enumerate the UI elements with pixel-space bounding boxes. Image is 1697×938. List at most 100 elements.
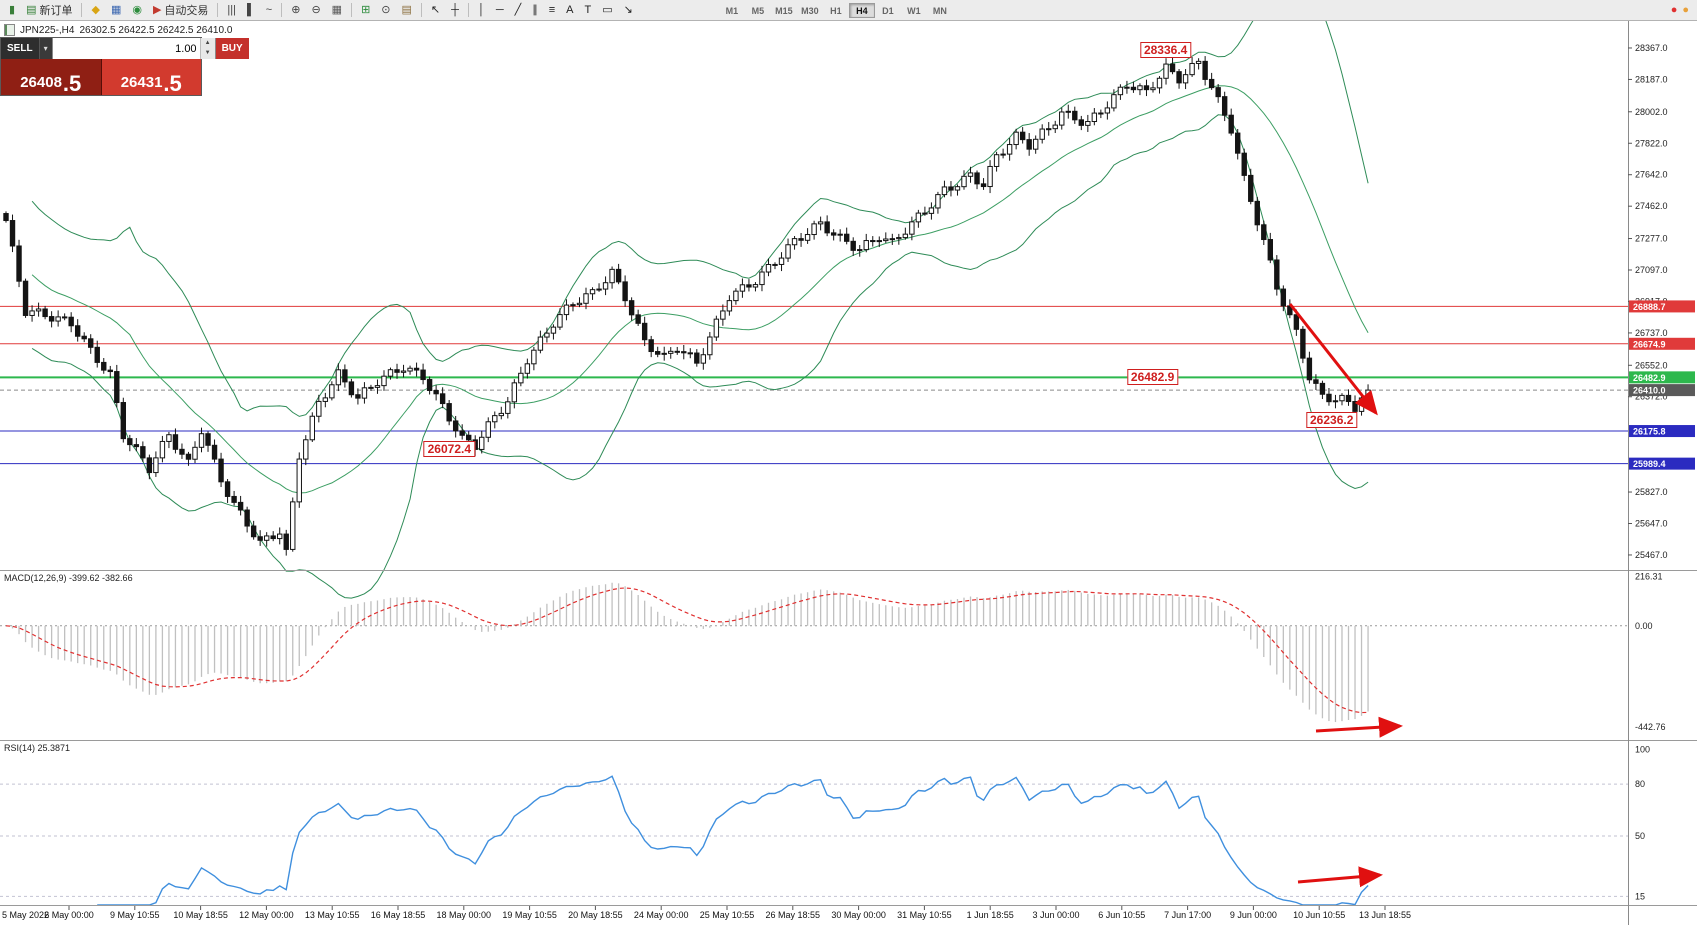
svg-text:28367.0: 28367.0 (1635, 43, 1668, 53)
svg-text:26737.0: 26737.0 (1635, 328, 1668, 338)
svg-text:26 May 18:55: 26 May 18:55 (766, 910, 821, 920)
symbol-ohlc-values: 26302.5 26422.5 26242.5 26410.0 (79, 24, 233, 36)
vertical-line-icon: │ (477, 3, 485, 16)
trendline-icon: ╱ (514, 3, 522, 16)
periods-icon[interactable]: ⊙ (376, 2, 395, 18)
svg-text:20 May 18:55: 20 May 18:55 (568, 910, 623, 920)
sell-dropdown-icon[interactable]: ▾ (38, 38, 52, 59)
price-label-annotation[interactable]: 28336.4 (1139, 41, 1192, 58)
shapes-icon[interactable]: ▭ (597, 2, 617, 18)
price-label-annotation[interactable]: 26236.2 (1306, 412, 1358, 429)
timeframe-toolbar: M1 M5 M15 M30 H1 H4 D1 W1 MN (719, 2, 953, 18)
tf-w1[interactable]: W1 (901, 3, 927, 18)
horizontal-line-icon[interactable]: ─ (491, 2, 509, 18)
candlestick-chart-icon[interactable]: ▌ (242, 2, 260, 18)
templates-icon: ▤ (401, 3, 412, 16)
market-watch-icon[interactable]: ▦ (106, 2, 126, 18)
svg-text:10 Jun 10:55: 10 Jun 10:55 (1293, 910, 1345, 920)
line-chart-icon: ~ (265, 3, 273, 16)
svg-text:27097.0: 27097.0 (1635, 265, 1668, 275)
price-label-annotation[interactable]: 26072.4 (423, 441, 476, 458)
chart-window-icon[interactable]: ▮ (4, 2, 20, 18)
volume-box: ▲ ▼ (51, 38, 216, 59)
svg-text:26175.8: 26175.8 (1633, 427, 1666, 437)
tf-m5[interactable]: M5 (745, 3, 771, 18)
volume-up-icon[interactable]: ▲ (200, 38, 215, 49)
svg-text:100: 100 (1635, 745, 1650, 755)
templates-icon[interactable]: ▤ (397, 2, 417, 18)
tf-d1[interactable]: D1 (875, 3, 901, 18)
svg-text:16 May 18:55: 16 May 18:55 (371, 910, 426, 920)
sell-button[interactable]: SELL (1, 38, 39, 59)
price-label-annotation[interactable]: 26482.9 (1126, 369, 1179, 386)
sell-price-button[interactable]: 26408 .5 (1, 59, 102, 95)
svg-text:26888.7: 26888.7 (1633, 302, 1666, 312)
svg-text:27642.0: 27642.0 (1635, 170, 1668, 180)
svg-text:-442.76: -442.76 (1635, 722, 1666, 732)
candlestick-mini-icon (4, 24, 15, 36)
toolbar-separator (281, 3, 283, 17)
svg-text:26552.0: 26552.0 (1635, 360, 1668, 370)
svg-text:13 May 10:55: 13 May 10:55 (305, 910, 360, 920)
crosshair-icon: ┼ (451, 3, 459, 16)
one-click-trading-panel: SELL ▾ ▲ ▼ BUY 26408 .5 26431 .5 (0, 37, 249, 96)
buy-button[interactable]: BUY (215, 38, 249, 59)
line-chart-icon[interactable]: ~ (261, 2, 277, 18)
text-icon[interactable]: A (561, 2, 578, 18)
new-order-icon: ▤ (26, 3, 37, 16)
autotrading-button[interactable]: ▶ 自动交易 (148, 2, 213, 18)
svg-text:50: 50 (1635, 831, 1645, 841)
volume-input[interactable] (52, 38, 200, 59)
bar-chart-icon[interactable]: ||| (222, 2, 241, 18)
svg-text:80: 80 (1635, 779, 1645, 789)
buy-price-frac: .5 (163, 71, 182, 96)
tf-m15[interactable]: M15 (771, 3, 797, 18)
zoom-out-icon: ⊖ (311, 3, 321, 16)
buy-price-button[interactable]: 26431 .5 (101, 59, 201, 96)
status-red-icon[interactable]: ● (1670, 3, 1678, 16)
tf-m1[interactable]: M1 (719, 3, 745, 18)
svg-text:13 Jun 18:55: 13 Jun 18:55 (1359, 910, 1411, 920)
fibonacci-icon[interactable]: ≡ (544, 2, 560, 18)
channel-icon[interactable]: ∥ (527, 2, 543, 18)
arrow-tool-icon[interactable]: ↘ (619, 2, 638, 18)
svg-text:10 May 18:55: 10 May 18:55 (173, 910, 228, 920)
new-order-button[interactable]: ▤ 新订单 (21, 2, 77, 18)
vertical-line-icon[interactable]: │ (473, 2, 490, 18)
label-icon: T (584, 3, 592, 16)
label-icon[interactable]: T (580, 2, 597, 18)
tile-windows-icon: ▦ (331, 3, 343, 16)
svg-text:6 May 00:00: 6 May 00:00 (44, 910, 94, 920)
svg-text:9 May 10:55: 9 May 10:55 (110, 910, 160, 920)
tf-h4[interactable]: H4 (848, 2, 875, 18)
market-watch-icon: ▦ (110, 3, 122, 16)
zoom-in-icon: ⊕ (291, 3, 301, 16)
status-orange-icon[interactable]: ● (1682, 3, 1689, 16)
tf-mn[interactable]: MN (927, 3, 953, 18)
tile-windows-icon[interactable]: ▦ (327, 2, 347, 18)
trade-panel-top-row: SELL ▾ ▲ ▼ BUY (1, 38, 249, 59)
channel-icon: ∥ (532, 3, 538, 16)
trendline-icon[interactable]: ╱ (510, 2, 527, 18)
svg-text:24 May 00:00: 24 May 00:00 (634, 910, 689, 920)
svg-text:25 May 10:55: 25 May 10:55 (700, 910, 755, 920)
data-window-icon: ◉ (132, 3, 142, 16)
zoom-in-icon[interactable]: ⊕ (286, 2, 305, 18)
crosshair-icon[interactable]: ┼ (446, 2, 464, 18)
zoom-out-icon[interactable]: ⊖ (306, 2, 325, 18)
rsi-direction-arrow (1297, 866, 1383, 888)
svg-text:19 May 10:55: 19 May 10:55 (502, 910, 557, 920)
macd-pane (0, 582, 1628, 723)
volume-down-icon[interactable]: ▼ (200, 48, 215, 59)
data-window-icon[interactable]: ◉ (127, 2, 147, 18)
tf-h1[interactable]: H1 (823, 3, 849, 18)
cursor-icon[interactable]: ↖ (426, 2, 445, 18)
indicators-icon[interactable]: ⊞ (356, 2, 375, 18)
horizontal-level-lines (0, 305, 1628, 465)
tf-m30[interactable]: M30 (797, 3, 823, 18)
svg-text:216.31: 216.31 (1635, 571, 1663, 581)
main-toolbar: ▮ ▤ 新订单 ◆ ▦ ◉ ▶ 自动交易 ||| ▌ ~ ⊕ ⊖ ▦ ⊞ ⊙ ▤ ↖ ┼ │ ─ ╱ ∥ ≡ A T ▭ ↘ M1 M5 M… (0, 0, 1697, 21)
svg-text:25647.0: 25647.0 (1635, 518, 1668, 528)
navigator-icon[interactable]: ◆ (86, 2, 104, 18)
